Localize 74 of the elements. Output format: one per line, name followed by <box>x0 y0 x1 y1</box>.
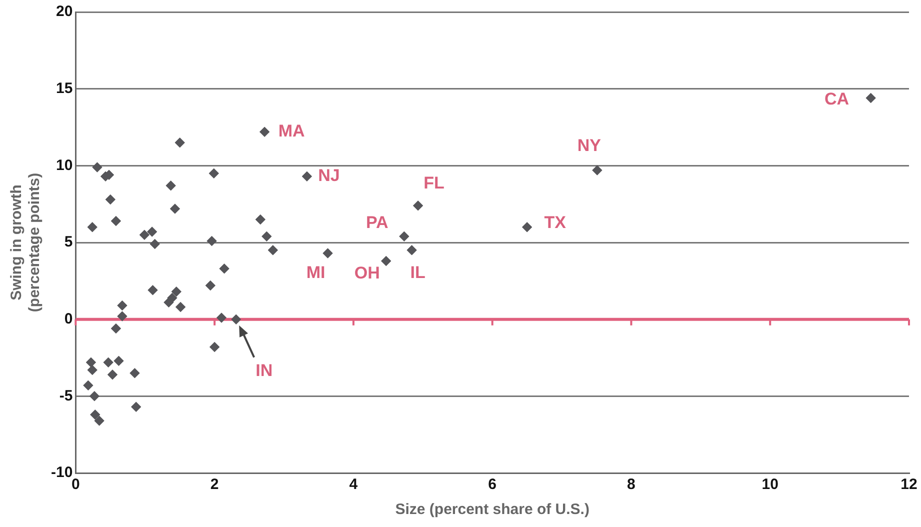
point <box>87 365 98 376</box>
annotation: CA <box>824 90 850 109</box>
point <box>89 391 100 402</box>
annotation: PA <box>366 213 388 232</box>
point <box>131 402 142 412</box>
point <box>216 312 227 323</box>
y-tick-label: 10 <box>56 156 73 174</box>
point <box>164 297 174 308</box>
point <box>90 410 100 420</box>
point <box>150 239 160 250</box>
point <box>406 245 417 256</box>
point <box>210 342 220 352</box>
annotation: FL <box>424 173 444 192</box>
point <box>110 324 121 334</box>
y-tick-label: 20 <box>56 3 73 20</box>
point <box>107 370 118 380</box>
point <box>206 236 217 246</box>
point <box>231 314 242 324</box>
annotation: IN <box>256 361 273 380</box>
point <box>399 231 410 242</box>
annotation: NJ <box>318 166 340 186</box>
x-tick-label: 12 <box>900 476 918 494</box>
point <box>86 357 96 368</box>
y-tick-label: 0 <box>64 310 73 328</box>
point <box>147 226 158 237</box>
point <box>114 356 124 366</box>
point <box>255 214 266 224</box>
x-tick-label: 2 <box>210 476 219 494</box>
point <box>103 357 114 368</box>
point <box>176 302 186 312</box>
point <box>522 222 532 232</box>
point <box>381 256 392 266</box>
point <box>866 93 876 104</box>
point <box>92 162 102 172</box>
point <box>302 171 312 182</box>
point <box>262 231 272 242</box>
point <box>110 216 121 226</box>
y-axis-title: Swing in growth (percentage points) <box>8 172 44 312</box>
point <box>268 245 278 256</box>
point <box>260 126 270 137</box>
point <box>117 300 128 311</box>
x-tick-label: 6 <box>488 476 497 494</box>
annotation: TX <box>544 212 567 232</box>
point <box>94 416 104 426</box>
point <box>170 204 180 214</box>
x-tick-label: 8 <box>627 476 636 494</box>
point <box>592 165 602 176</box>
point <box>87 222 98 232</box>
point <box>219 264 230 274</box>
y-tick-label: 5 <box>64 234 73 251</box>
point <box>171 286 182 297</box>
y-tick-label: -10 <box>50 464 73 482</box>
point <box>208 168 219 178</box>
point <box>322 248 333 258</box>
annotation: IL <box>410 262 426 282</box>
point <box>166 180 176 191</box>
x-tick-label: 4 <box>349 476 358 494</box>
point <box>105 194 116 204</box>
point <box>139 230 150 240</box>
annotation: NY <box>577 136 602 155</box>
point <box>413 200 424 211</box>
point <box>130 368 140 378</box>
point <box>148 285 158 296</box>
annotation: MA <box>278 122 305 141</box>
point <box>205 280 216 291</box>
point <box>174 138 185 148</box>
x-tick-label: 10 <box>762 476 778 494</box>
y-tick-label: 15 <box>56 80 73 97</box>
point <box>83 380 94 390</box>
point <box>117 311 128 322</box>
annotation: MI <box>306 262 326 282</box>
annotation: OH <box>354 264 380 283</box>
y-tick-label: -5 <box>59 387 73 404</box>
x-axis-title: Size (percent share of U.S.) <box>395 501 590 518</box>
